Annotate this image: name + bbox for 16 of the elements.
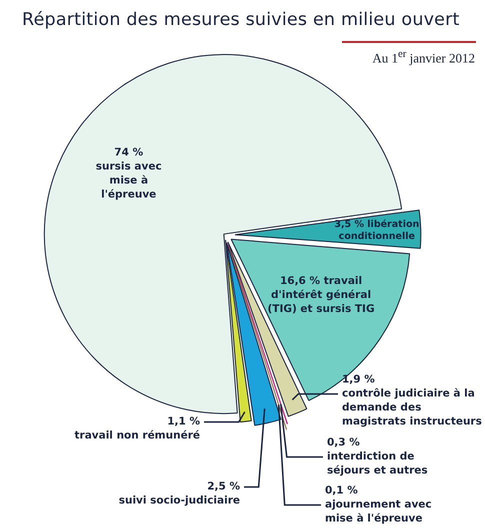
slice-label: interdiction de séjours et autres — [327, 450, 428, 477]
chart-subtitle: Au 1$^{er}$ janvier 2012 — [372, 48, 475, 66]
data-label: 1,1 % — [167, 416, 200, 428]
data-label: 0,1 % — [325, 484, 358, 497]
slice-label: ajournement avec mise à l'épreuve — [325, 498, 432, 525]
chart-title: Répartition des mesures suivies en milieu ouvert — [22, 10, 460, 30]
slice-label: travail non rémunéré — [74, 430, 200, 442]
data-label: 1,9 % — [342, 374, 376, 386]
slice-label: 3,5 % libération conditionnelle — [334, 218, 420, 242]
data-label: 0,3 % — [327, 436, 360, 449]
slice-label: 16,6 % travail d'intérêt général (TIG) et sursis TIG — [267, 275, 375, 316]
data-label: 74 % — [114, 146, 144, 158]
data-label: 2,5 % — [207, 480, 240, 493]
slice-label: suivi socio-judiciaire — [118, 494, 240, 507]
slice-label: sursis avec mise à l'épreuve — [96, 160, 162, 200]
slice-label: contrôle judiciaire à la demande des magistrats instructeurs — [342, 388, 482, 428]
